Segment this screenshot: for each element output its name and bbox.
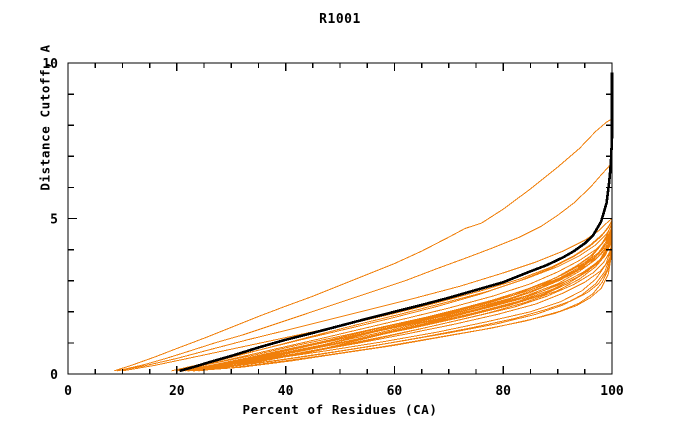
page-title: R1001	[319, 12, 361, 27]
series-line	[187, 243, 613, 372]
series-line	[176, 235, 613, 372]
series-line	[119, 162, 613, 371]
series-line	[176, 224, 613, 372]
series-line	[198, 222, 613, 372]
series-line	[176, 233, 613, 372]
x-tick-label: 40	[278, 384, 294, 399]
series-line	[114, 118, 613, 372]
y-tick-label: 0	[50, 368, 58, 383]
y-tick-label: 10	[42, 57, 58, 72]
series-line	[122, 219, 613, 372]
series-line	[173, 227, 613, 371]
x-tick-label: 20	[169, 384, 185, 399]
axis-frame	[67, 62, 613, 375]
x-tick-label: 60	[387, 384, 403, 399]
series-line	[116, 218, 613, 372]
series-line	[176, 252, 613, 372]
series-line	[176, 238, 613, 372]
series-line	[193, 247, 613, 372]
axis-frame-layer	[67, 62, 613, 375]
x-tick-label: 0	[64, 384, 72, 399]
y-tick-label: 5	[50, 213, 58, 228]
x-axis-label: Percent of Residues (CA)	[242, 402, 438, 417]
series-line	[179, 230, 613, 372]
x-tick-label: 80	[495, 384, 511, 399]
series-line	[179, 72, 614, 373]
tick-label-layer: 0 20 40 60 80 100 0 5 10	[42, 57, 624, 399]
series-line	[176, 226, 613, 372]
x-tick-label: 100	[600, 384, 624, 399]
series-line	[184, 229, 613, 372]
series-layer	[114, 72, 614, 373]
